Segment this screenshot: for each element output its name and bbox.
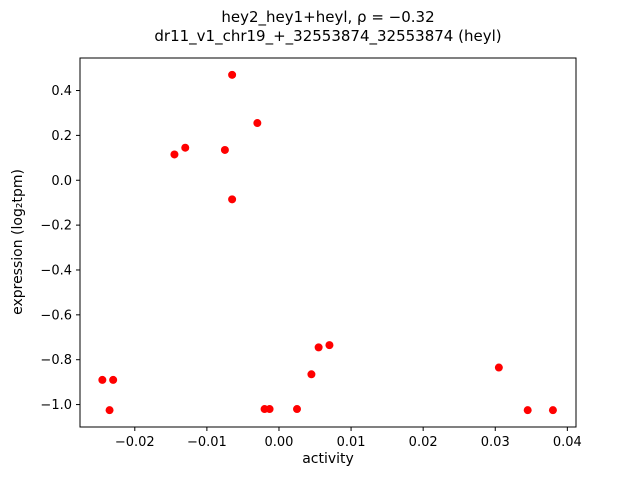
scatter-point xyxy=(220,145,229,154)
y-tick-label: 0.2 xyxy=(51,129,72,144)
x-tick-label: 0.01 xyxy=(337,435,366,450)
y-tick-label: −0.4 xyxy=(40,263,72,278)
x-tick-label: 0.02 xyxy=(409,435,438,450)
y-tick-label: −0.6 xyxy=(40,308,72,323)
scatter-point xyxy=(228,70,237,79)
x-tick-label: 0.03 xyxy=(481,435,510,450)
scatter-point xyxy=(325,341,334,350)
scatter-point xyxy=(548,406,557,415)
plot-area: −0.02 −0.01 0.00 0.01 0.02 0.03 0.04 0.4 0.2 0.0 −… xyxy=(40,57,582,450)
scatter-point xyxy=(228,195,237,204)
scatter-point xyxy=(105,406,114,415)
scatter-point xyxy=(253,119,262,128)
scatter-point xyxy=(307,370,316,379)
axes-frame xyxy=(79,57,577,428)
chart-title-line1: hey2_hey1+heyl, ρ = −0.32 xyxy=(221,8,434,27)
y-axis-label: expression (log₂tpm) xyxy=(10,169,26,315)
scatter-point xyxy=(98,375,107,384)
scatter-point xyxy=(314,343,323,352)
x-tick-label: 0.04 xyxy=(553,435,582,450)
y-tick-label: −0.8 xyxy=(40,353,72,368)
y-tick-label: −0.2 xyxy=(40,219,72,234)
chart-title-line2: dr11_v1_chr19_+_32553874_32553874 (heyl) xyxy=(154,27,501,46)
scatter-point xyxy=(265,405,274,414)
x-axis-label: activity xyxy=(302,451,354,467)
y-tick-label: 0.0 xyxy=(51,174,72,189)
scatter-point xyxy=(170,150,179,159)
scatter-point xyxy=(494,363,503,372)
x-tick-label: −0.01 xyxy=(187,435,227,450)
scatter-point xyxy=(181,143,190,152)
y-tick-label: −1.0 xyxy=(40,398,72,413)
scatter-point xyxy=(109,375,118,384)
scatter-point xyxy=(293,405,301,414)
scatter-point xyxy=(523,406,532,415)
x-tick-label: 0.00 xyxy=(265,435,294,450)
x-tick-label: −0.02 xyxy=(115,435,155,450)
y-tick-label: 0.4 xyxy=(51,84,72,99)
